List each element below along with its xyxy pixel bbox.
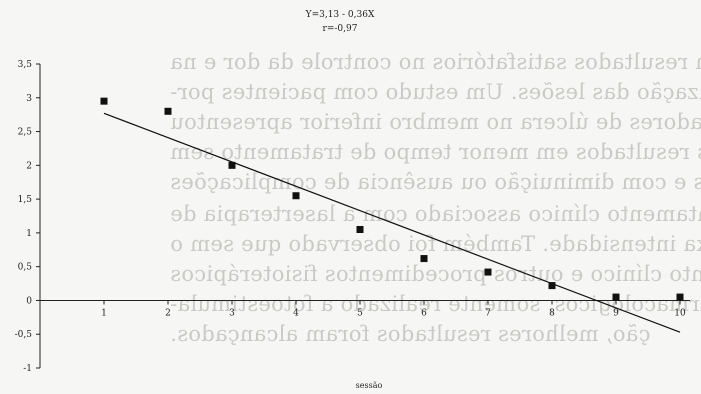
x-tick-label: 4 (293, 308, 299, 318)
x-axis-title: sessão (356, 381, 383, 390)
y-tick-label: 0,5 (18, 263, 33, 273)
data-points (100, 97, 684, 301)
y-tick-label: 2,5 (18, 128, 33, 138)
tick-labels: -1 -0,5 0 0,5 1 1,5 2 2,5 3 3,5 1 2 3 4 5 6 7 8 9 10 (15, 60, 686, 374)
trendline (103, 112, 681, 333)
correlation-coefficient: r=-0,97 (323, 24, 358, 34)
data-point (164, 107, 172, 115)
x-tick-label: 9 (613, 308, 619, 318)
data-point (100, 97, 108, 105)
x-tick-label: 7 (485, 308, 491, 318)
data-point (228, 161, 236, 169)
y-tick-label: 3 (26, 94, 32, 104)
data-point (612, 293, 620, 301)
trendline-group (103, 112, 681, 333)
data-point (548, 282, 556, 290)
x-tick-label: 2 (165, 308, 171, 318)
data-point (676, 293, 684, 301)
x-tick-label: 3 (229, 308, 235, 318)
y-tick-label: 2 (26, 161, 32, 171)
y-tick-label: 3,5 (18, 60, 33, 70)
data-point (356, 226, 364, 234)
regression-equation: Y=3,13 - 0,36X (305, 10, 375, 20)
x-tick-label: 6 (421, 308, 427, 318)
x-tick-label: 5 (357, 308, 363, 318)
y-tick-label: -0,5 (15, 330, 33, 340)
x-tick-label: 8 (549, 308, 555, 318)
chart-axes (36, 63, 690, 369)
y-tick-label: 1,5 (18, 195, 33, 205)
x-tick-label: 1 (101, 308, 107, 318)
y-tick-label: -1 (23, 364, 32, 374)
data-point (420, 255, 428, 263)
y-tick-label: 0 (26, 296, 32, 306)
data-point (292, 192, 300, 200)
x-tick-label: 10 (674, 308, 686, 318)
y-tick-label: 1 (26, 229, 32, 239)
data-point (484, 268, 492, 276)
